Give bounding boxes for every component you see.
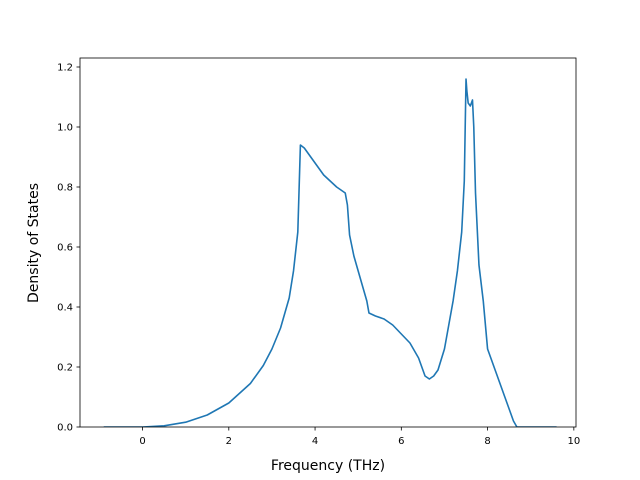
y-axis-label: Density of States <box>26 183 42 303</box>
series-line-0 <box>103 78 557 427</box>
y-tick-label: 0.4 <box>57 303 73 314</box>
y-tick-label: 1.0 <box>57 123 73 134</box>
x-tick-label: 8 <box>484 436 490 447</box>
y-tick-label: 0.2 <box>57 363 73 374</box>
y-tick-label: 0.0 <box>57 423 73 434</box>
x-tick-label: 4 <box>312 436 318 447</box>
x-tick-label: 0 <box>139 436 145 447</box>
y-tick-label: 1.2 <box>57 63 73 74</box>
x-tick-label: 10 <box>567 436 580 447</box>
y-tick-label: 0.6 <box>57 243 73 254</box>
y-tick-label: 0.8 <box>57 183 73 194</box>
x-axis-label: Frequency (THz) <box>271 458 385 474</box>
x-tick-label: 2 <box>226 436 232 447</box>
x-tick-label: 6 <box>398 436 404 447</box>
plot-frame <box>79 57 577 428</box>
